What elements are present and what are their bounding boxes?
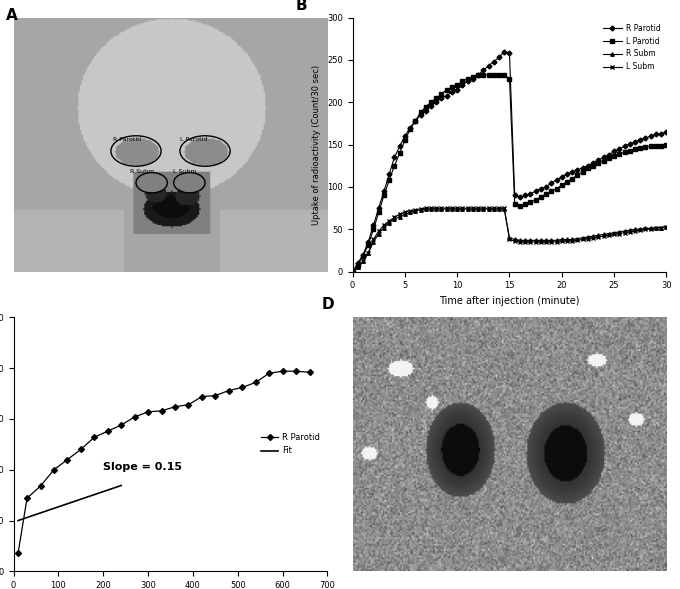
Text: B: B: [296, 0, 307, 12]
R Parotid: [211, 392, 220, 399]
Legend: R Parotid, Fit: R Parotid, Fit: [258, 430, 323, 459]
R Subm: [662, 223, 670, 230]
Text: L Parotid: L Parotid: [180, 137, 208, 142]
R Parotid: [144, 408, 152, 415]
L Parotid: [348, 268, 356, 275]
R Parotid: [238, 384, 246, 391]
R Parotid: [224, 387, 233, 394]
L Subm: [626, 229, 634, 236]
R Parotid: [23, 495, 31, 502]
R Parotid: [662, 128, 670, 135]
L Parotid: [521, 200, 529, 207]
L Parotid: [411, 117, 420, 124]
R Parotid: [37, 482, 45, 489]
Text: A: A: [5, 8, 18, 22]
R Parotid: [292, 368, 300, 375]
R Parotid: [422, 107, 430, 114]
R Parotid: [265, 370, 273, 377]
Text: D: D: [321, 297, 334, 312]
R Subm: [411, 207, 420, 214]
L Subm: [464, 204, 472, 211]
R Parotid: [103, 428, 112, 435]
R Parotid: [458, 82, 466, 89]
Fit: [117, 482, 125, 489]
R Parotid: [521, 192, 529, 199]
L Subm: [411, 206, 420, 213]
L Parotid: [662, 141, 670, 148]
L Parotid: [458, 78, 466, 85]
Y-axis label: Uptake of radioactivity (Count/30 sec): Uptake of radioactivity (Count/30 sec): [312, 65, 322, 225]
L Parotid: [542, 190, 550, 197]
R Parotid: [252, 379, 260, 386]
Text: R Subm: R Subm: [130, 168, 154, 174]
L Parotid: [626, 147, 634, 154]
R Subm: [427, 206, 435, 213]
X-axis label: Time after injection (minute): Time after injection (minute): [439, 296, 580, 306]
R Parotid: [626, 140, 634, 147]
R Subm: [521, 237, 529, 244]
R Parotid: [198, 393, 206, 400]
R Parotid: [279, 368, 287, 375]
R Parotid: [500, 48, 509, 55]
Text: R Parotid: R Parotid: [112, 137, 141, 142]
R Subm: [464, 206, 472, 213]
R Parotid: [542, 183, 550, 190]
L Subm: [422, 204, 430, 211]
Legend: R Parotid, L Parotid, R Subm, L Subm: R Parotid, L Parotid, R Subm, L Subm: [600, 21, 662, 74]
R Parotid: [77, 446, 85, 453]
R Parotid: [171, 403, 179, 411]
L Parotid: [474, 72, 482, 79]
R Subm: [542, 237, 550, 244]
L Subm: [427, 204, 435, 211]
L Parotid: [422, 103, 430, 110]
Line: L Subm: L Subm: [351, 206, 668, 273]
L Subm: [662, 223, 670, 230]
L Subm: [348, 268, 356, 275]
R Subm: [626, 227, 634, 234]
Fit: [14, 517, 22, 524]
R Parotid: [14, 550, 22, 557]
R Parotid: [131, 413, 139, 421]
L Subm: [521, 239, 529, 246]
R Parotid: [348, 268, 356, 275]
R Parotid: [305, 369, 313, 376]
R Parotid: [50, 466, 58, 474]
Text: L Subm: L Subm: [173, 168, 197, 174]
R Parotid: [90, 434, 99, 441]
R Subm: [422, 206, 430, 213]
L Subm: [542, 239, 550, 246]
Line: Fit: Fit: [18, 485, 121, 521]
R Parotid: [158, 407, 166, 414]
Line: R Subm: R Subm: [351, 207, 668, 273]
R Subm: [348, 268, 356, 275]
Text: Slope = 0.15: Slope = 0.15: [103, 462, 182, 472]
Line: R Parotid: R Parotid: [351, 50, 668, 273]
R Parotid: [411, 117, 420, 124]
R Parotid: [117, 422, 125, 429]
Line: L Parotid: L Parotid: [351, 74, 668, 273]
R Parotid: [184, 401, 192, 408]
R Parotid: [63, 456, 71, 463]
Line: R Parotid: R Parotid: [16, 369, 311, 555]
